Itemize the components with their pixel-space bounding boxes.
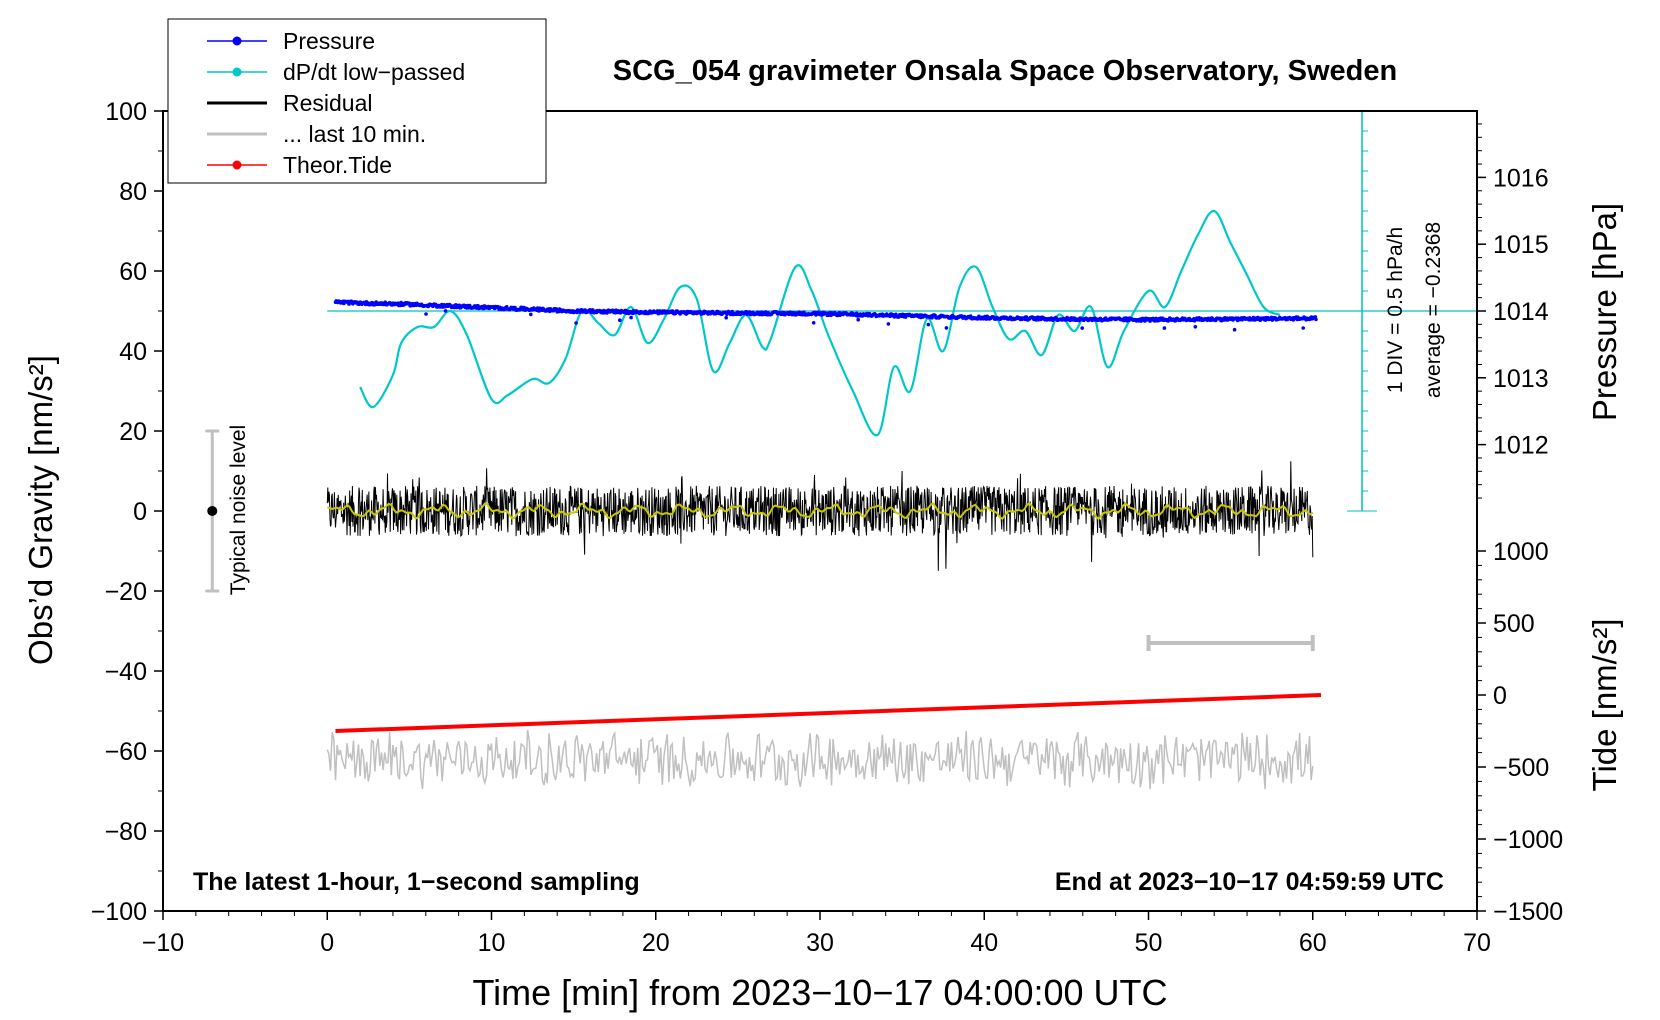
pressure-point xyxy=(618,318,622,323)
legend-entries: Pressure dP/dt low−passed Residual ... last… xyxy=(207,28,465,178)
y-tick-label: −20 xyxy=(105,578,147,606)
legend-box xyxy=(167,18,547,184)
y-tick-label: 100 xyxy=(105,98,147,126)
x-tick-label: 10 xyxy=(478,929,506,957)
legend-entry: Pressure xyxy=(207,28,375,54)
y-tick-label: −40 xyxy=(105,658,147,686)
y-tick-label: 20 xyxy=(119,418,147,446)
tide-tick-label: 500 xyxy=(1493,610,1535,638)
y-tick-label: 0 xyxy=(133,498,147,526)
plot-frame xyxy=(162,110,1478,912)
y-axis-label-pressure: Pressure [hPa] xyxy=(1586,203,1623,421)
dpdt-line xyxy=(359,209,1281,437)
tide-tick-label: 1000 xyxy=(1493,538,1549,566)
y-tick-label: 80 xyxy=(119,178,147,206)
legend-label: ... last 10 min. xyxy=(283,121,426,147)
pressure-point xyxy=(1193,325,1198,329)
pressure-point xyxy=(926,322,931,327)
pressure-point xyxy=(1232,327,1237,332)
series-layer xyxy=(205,110,1477,790)
x-tick-label: 60 xyxy=(1299,929,1327,957)
pressure-point xyxy=(629,315,633,320)
pressure-point xyxy=(811,321,816,325)
legend-entry: Theor.Tide xyxy=(207,152,392,178)
residual-smoothed-line xyxy=(327,501,1314,521)
x-tick-label: 70 xyxy=(1463,929,1491,957)
y-tick-label: −60 xyxy=(105,738,147,766)
pressure-tick-label: 1016 xyxy=(1493,164,1549,192)
x-axis-label: Time [min] from 2023−10−17 04:00:00 UTC xyxy=(472,972,1167,1013)
legend: Pressure dP/dt low−passed Residual ... last… xyxy=(167,18,547,184)
y-axis-label-tide: Tide [nm/s²] xyxy=(1586,619,1623,792)
x-tick-label: −10 xyxy=(142,929,184,957)
div-label: 1 DIV = 0.5 hPa/h xyxy=(1384,227,1407,393)
noise-bar-center xyxy=(207,506,218,516)
legend-label: Pressure xyxy=(283,28,375,54)
noise-label: Typical noise level xyxy=(227,425,250,595)
y-tick-label: 60 xyxy=(119,258,147,286)
legend-label: Theor.Tide xyxy=(283,152,392,178)
x-tick-label: 20 xyxy=(642,929,670,957)
average-label: average = −0.2368 xyxy=(1422,222,1445,398)
pressure-tick-label: 1015 xyxy=(1493,231,1549,259)
pressure-point xyxy=(529,312,533,317)
y-tick-label: −100 xyxy=(91,898,147,926)
chart-title: SCG_054 gravimeter Onsala Space Observat… xyxy=(613,55,1397,87)
pressure-point xyxy=(1314,317,1318,322)
legend-entry: ... last 10 min. xyxy=(207,121,426,147)
legend-marker xyxy=(232,160,242,170)
legend-marker xyxy=(232,36,242,46)
legend-entry: Residual xyxy=(207,90,373,116)
last-10-min-line xyxy=(326,729,1314,790)
pressure-tick-label: 1013 xyxy=(1493,365,1549,393)
pressure-tick-label: 1014 xyxy=(1493,298,1549,326)
pressure-point xyxy=(1162,326,1167,330)
x-tick-label: 50 xyxy=(1135,929,1163,957)
legend-marker xyxy=(232,67,242,77)
tide-tick-label: −500 xyxy=(1493,754,1549,782)
legend-label: Residual xyxy=(283,90,373,116)
pressure-point xyxy=(424,312,428,316)
pressure-point xyxy=(1301,326,1305,330)
residual-line xyxy=(326,461,1314,571)
pressure-point xyxy=(443,309,448,313)
pressure-point xyxy=(724,315,728,320)
annotation-bottom-left: The latest 1-hour, 1−second sampling xyxy=(193,868,640,896)
x-tick-label: 30 xyxy=(806,929,834,957)
legend-entry: dP/dt low−passed xyxy=(207,59,465,85)
theor-tide-line xyxy=(335,693,1322,733)
y-tick-label: 40 xyxy=(119,338,147,366)
pressure-point xyxy=(1080,326,1084,330)
tide-tick-label: 0 xyxy=(1493,682,1507,710)
ticks-layer: −10 0 10 20 30 40 50 60 70−100−80−60−40−20020406… xyxy=(91,98,1564,957)
tide-tick-label: −1500 xyxy=(1493,898,1563,926)
annotation-bottom-right: End at 2023−10−17 04:59:59 UTC xyxy=(1055,868,1444,896)
pressure-tick-label: 1012 xyxy=(1493,432,1549,460)
pressure-points xyxy=(333,299,1318,332)
x-tick-label: 40 xyxy=(970,929,998,957)
pressure-point xyxy=(944,326,949,330)
pressure-point xyxy=(574,321,578,325)
legend-label: dP/dt low−passed xyxy=(283,59,465,85)
tide-tick-label: −1000 xyxy=(1493,826,1563,854)
y-axis-label-left: Obs’d Gravity [nm/s²] xyxy=(22,355,59,665)
pressure-point xyxy=(856,317,860,322)
y-tick-label: −80 xyxy=(105,818,147,846)
pressure-point xyxy=(886,322,891,326)
x-tick-label: 0 xyxy=(320,929,334,957)
